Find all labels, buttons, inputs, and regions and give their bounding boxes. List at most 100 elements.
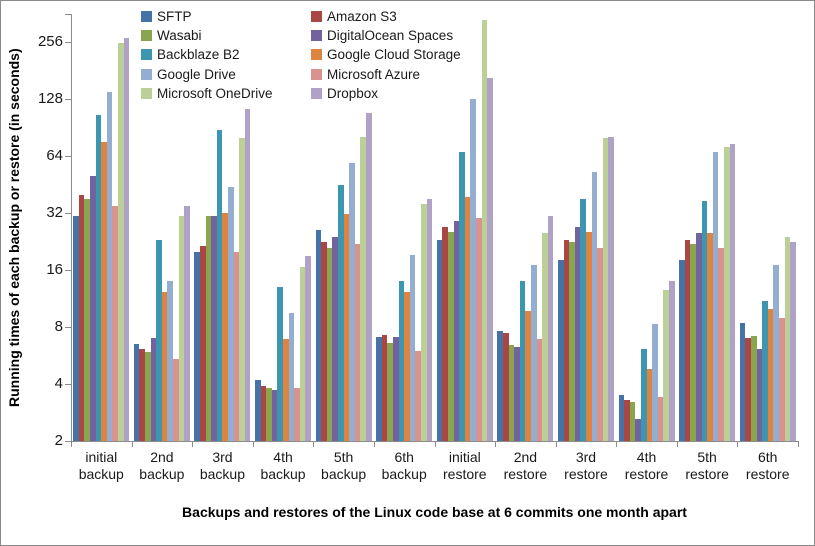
x-tick-mark (252, 441, 254, 447)
bar (101, 141, 107, 441)
bar (723, 147, 730, 441)
legend-item: Backblaze B2 (141, 47, 240, 63)
bar (228, 186, 234, 441)
bar (508, 345, 515, 441)
bar (729, 144, 736, 441)
legend-swatch-icon (141, 68, 152, 80)
bar (161, 291, 168, 441)
legend-label: Amazon S3 (327, 8, 397, 24)
bar (211, 215, 217, 441)
y-tick-label: 32 (46, 204, 63, 221)
bar (393, 336, 399, 441)
bar (156, 240, 162, 441)
bar (762, 300, 768, 441)
bar (184, 205, 190, 441)
bar (283, 339, 289, 441)
y-tick-mark (65, 327, 71, 328)
bar (447, 231, 454, 441)
bar (84, 198, 91, 441)
legend-swatch-icon (311, 29, 322, 41)
bar (459, 152, 465, 441)
legend-label: Microsoft Azure (327, 66, 421, 82)
legend-label: Backblaze B2 (157, 47, 240, 63)
y-tick-label: 128 (37, 90, 63, 107)
bar (750, 335, 757, 441)
bar (767, 308, 774, 441)
legend-swatch-icon (311, 88, 322, 100)
bar (679, 260, 685, 441)
x-category-label: 3rd backup (199, 449, 246, 482)
bar (404, 291, 410, 441)
bar (790, 241, 796, 441)
bar (167, 280, 174, 441)
y-tick-label: 2 (54, 432, 63, 449)
legend-item: Wasabi (141, 27, 202, 43)
legend-swatch-icon (141, 49, 152, 61)
x-tick-mark (131, 441, 133, 447)
bar (487, 78, 493, 441)
legend-item: Google Drive (141, 66, 236, 82)
bar (695, 233, 702, 441)
y-tick-mark (65, 270, 71, 271)
bar (442, 226, 448, 441)
x-tick-mark (495, 441, 497, 447)
bar (139, 349, 146, 441)
bar (591, 171, 598, 441)
bar (718, 247, 724, 441)
x-tick-mark (555, 441, 557, 447)
legend-swatch-icon (311, 10, 322, 22)
bar (773, 265, 779, 441)
bar (525, 311, 531, 441)
bar (618, 394, 625, 441)
bar (574, 226, 581, 441)
bar (475, 218, 482, 441)
bar (354, 243, 361, 441)
bar (580, 198, 586, 441)
y-tick-mark (65, 42, 71, 43)
bar (118, 42, 124, 441)
y-axis-title: Running times of each backup or restore … (6, 48, 22, 407)
legend-label: Wasabi (157, 27, 202, 43)
bar (255, 379, 261, 441)
legend-label: Google Drive (157, 66, 236, 82)
bar (112, 205, 119, 441)
y-tick-label: 8 (54, 318, 63, 335)
bar (514, 346, 520, 441)
bar (73, 215, 79, 441)
bar (519, 280, 526, 441)
x-tick-mark (71, 441, 72, 447)
bar (668, 280, 675, 441)
bar (305, 255, 312, 441)
legend-label: Google Cloud Storage (327, 47, 461, 63)
x-tick-mark (373, 441, 375, 447)
x-category-label: 3rd restore (564, 449, 608, 482)
bar (597, 247, 603, 441)
bar (326, 247, 333, 441)
bar (657, 397, 664, 441)
legend-item: Microsoft Azure (311, 66, 420, 82)
legend-item: Dropbox (311, 86, 378, 102)
x-category-label: 5th backup (321, 449, 367, 482)
bar (464, 196, 471, 441)
x-category-label: 6th restore (745, 449, 790, 482)
x-category-label: 4th backup (260, 449, 306, 482)
x-category-label: 6th backup (381, 449, 427, 482)
legend-swatch-icon (141, 29, 152, 41)
bar (366, 112, 372, 441)
bar (133, 344, 140, 441)
bar (497, 331, 503, 441)
y-tick-mark (65, 441, 71, 442)
x-tick-mark (313, 441, 315, 447)
y-tick-mark (65, 156, 71, 157)
legend-item: DigitalOcean Spaces (311, 27, 453, 43)
bar (502, 333, 509, 441)
y-tick-label: 16 (46, 261, 63, 278)
bar (563, 240, 570, 441)
bar (684, 240, 691, 441)
legend-swatch-icon (141, 10, 152, 22)
bar (409, 254, 416, 441)
bar (145, 352, 151, 441)
bar (784, 236, 791, 441)
x-tick-mark (192, 441, 194, 447)
